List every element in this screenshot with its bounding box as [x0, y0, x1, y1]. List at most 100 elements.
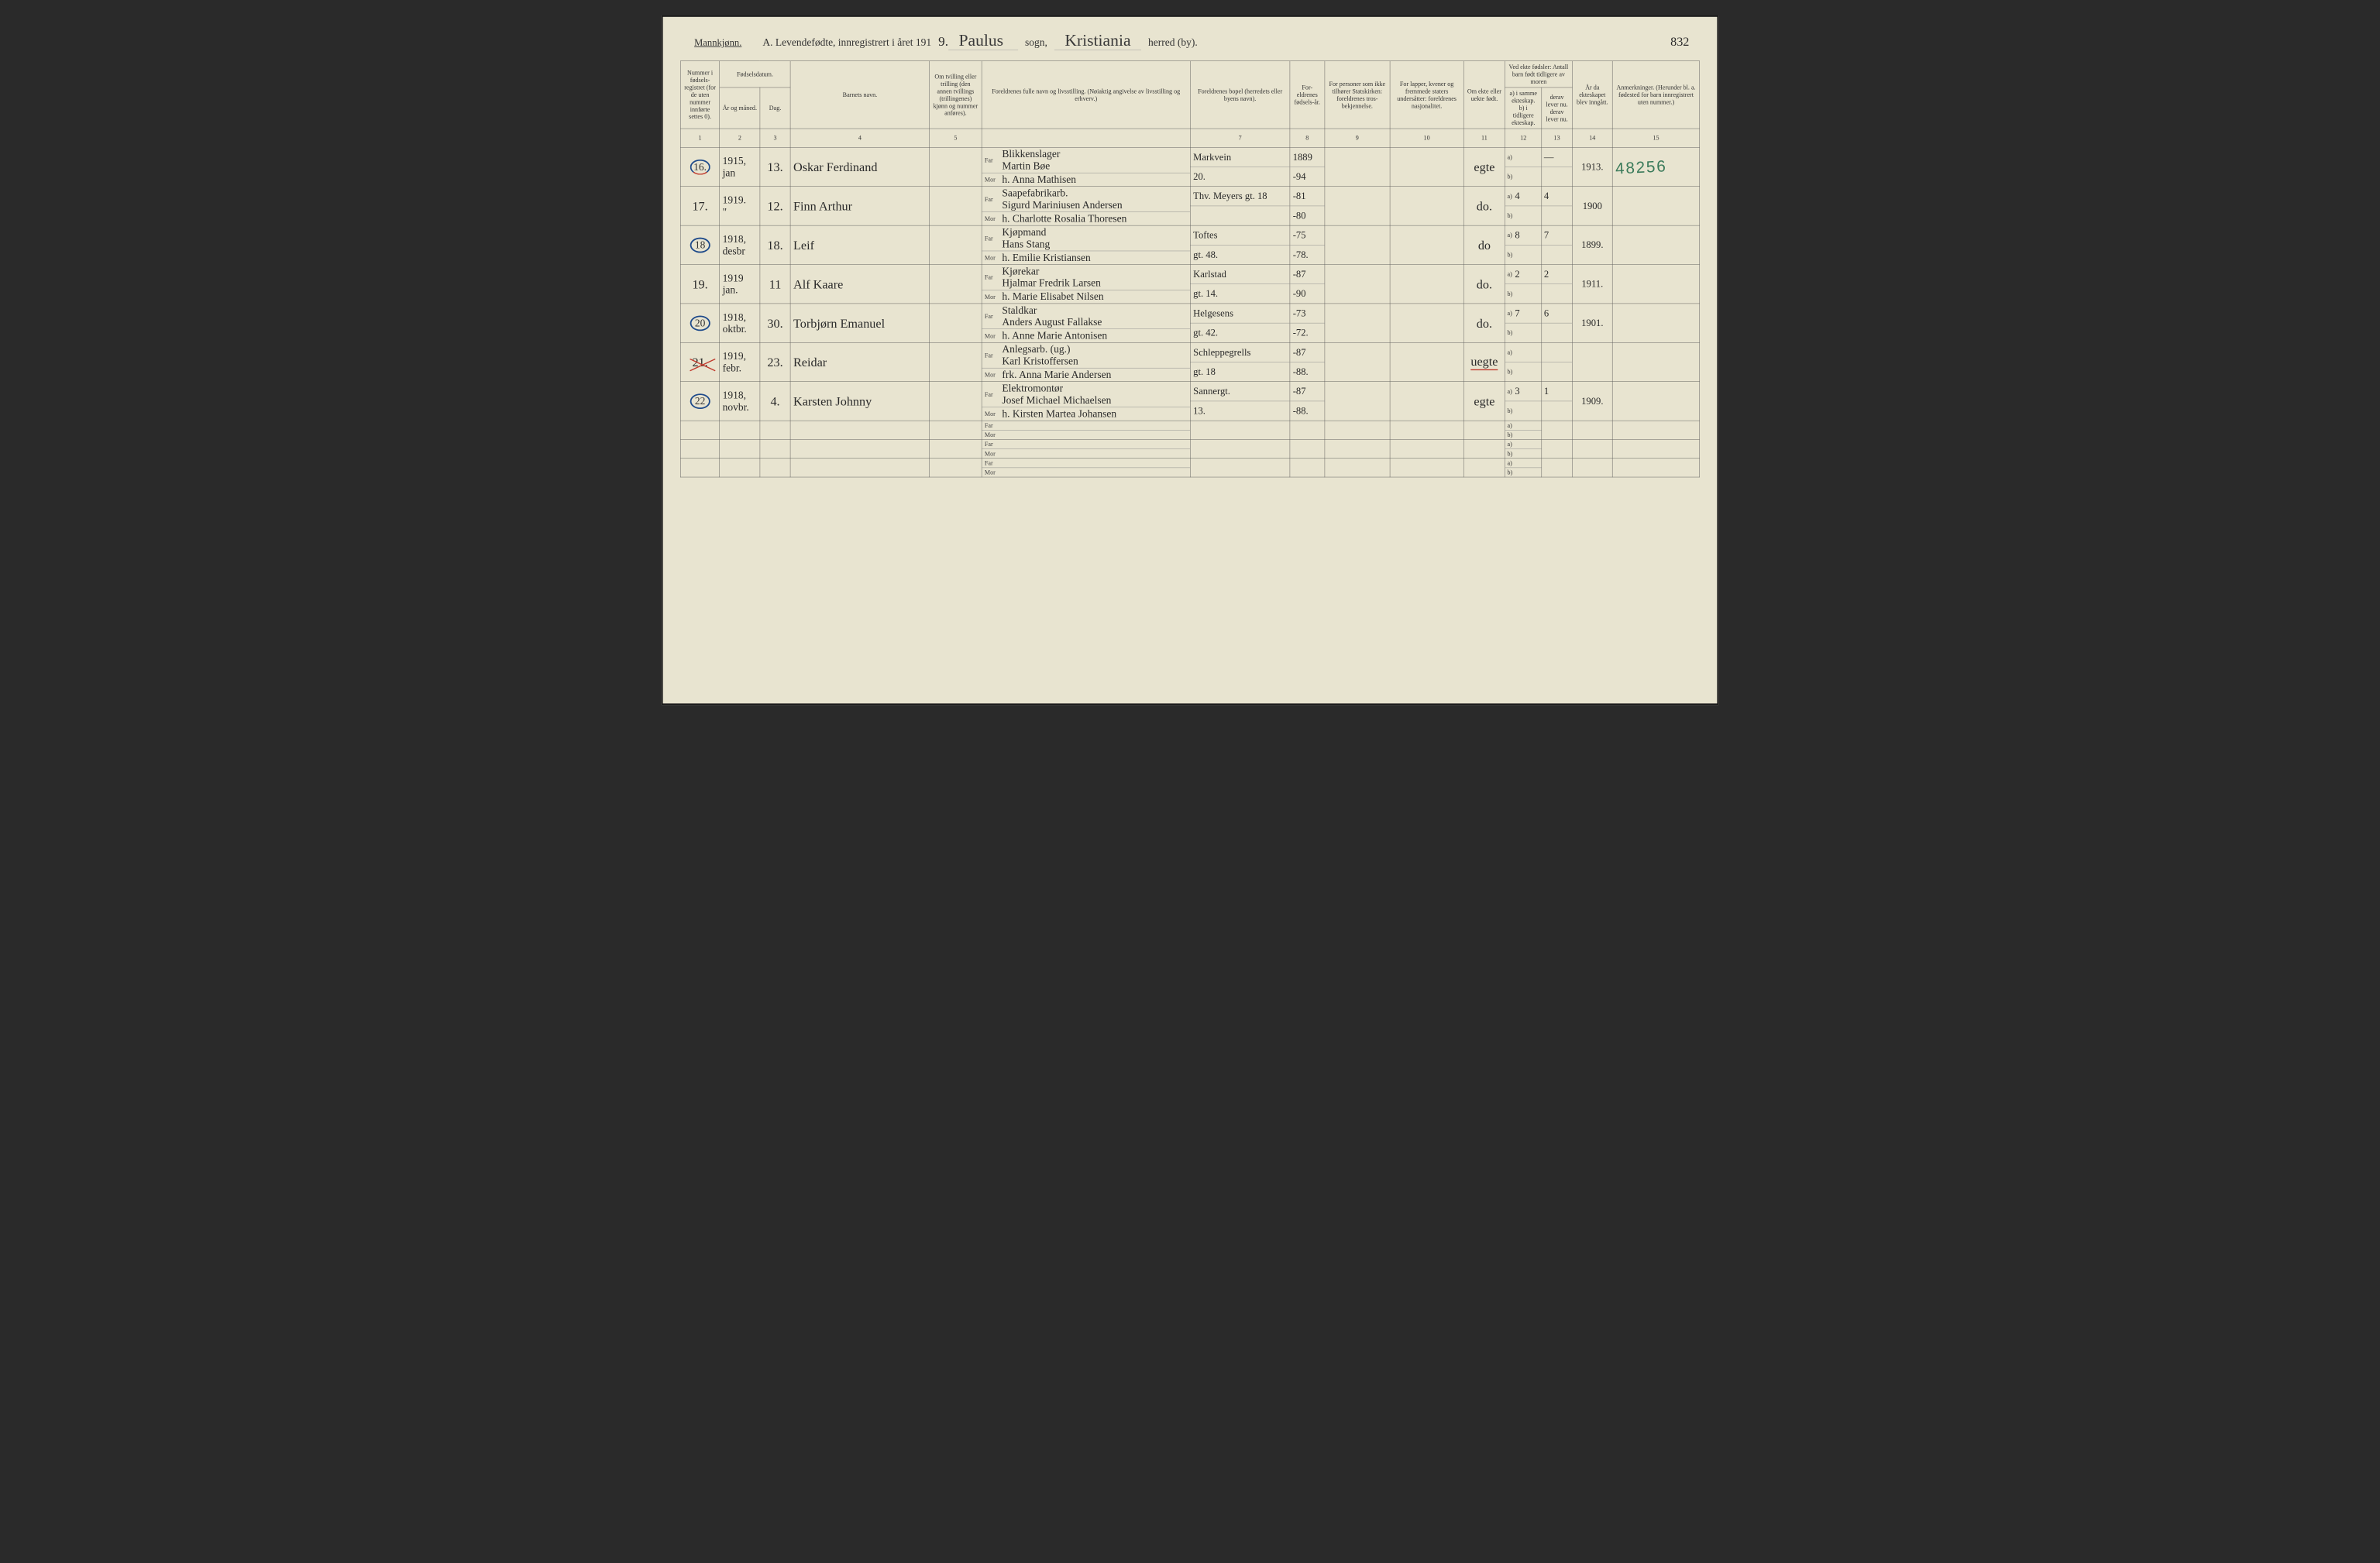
address: Karlstadgt. 14.: [1190, 265, 1290, 304]
prev-born: a)b): [1505, 439, 1542, 458]
col-4: Barnets navn.: [790, 61, 930, 129]
col-number: 3: [760, 129, 790, 147]
parent-years: -73-72.: [1290, 304, 1325, 342]
parents: FarSaapefabrikarb.Sigurd Mariniusen Ande…: [982, 187, 1190, 225]
prev-born: a)b): [1505, 421, 1542, 439]
col-5: Om tvilling eller trilling (den annen tv…: [930, 61, 982, 129]
day: 11: [760, 265, 790, 304]
row-number: 18: [680, 225, 719, 264]
col-9: For personer som ikke tilhører Statskirk…: [1325, 61, 1390, 129]
married-year: 1899.: [1572, 225, 1612, 264]
empty-cell: [1390, 421, 1463, 439]
parents: FarMor: [982, 421, 1190, 439]
empty-cell: [1290, 421, 1325, 439]
empty-cell: [720, 459, 760, 477]
child-name: Reidar: [790, 342, 930, 381]
child-name: Finn Arthur: [790, 187, 930, 225]
col-number: 4: [790, 129, 930, 147]
parents: FarKjørekarHjalmar Fredrik Larsen Morh. …: [982, 265, 1190, 304]
religion: [1325, 187, 1390, 225]
day: 30.: [760, 304, 790, 342]
twin: [930, 225, 982, 264]
district-label: herred (by).: [1148, 36, 1198, 48]
empty-cell: [1572, 459, 1612, 477]
col-number: 10: [1390, 129, 1463, 147]
notes: [1612, 265, 1699, 304]
parent-years: -87-88.: [1290, 342, 1325, 381]
day: 18.: [760, 225, 790, 264]
notes: [1612, 187, 1699, 225]
title-prefix: A. Levendefødte, innregistrert i året 19…: [762, 36, 931, 48]
empty-cell: [720, 439, 760, 458]
parents: FarElektromontørJosef Michael Michaelsen…: [982, 382, 1190, 421]
twin: [930, 187, 982, 225]
col-number: [982, 129, 1190, 147]
child-name: Leif: [790, 225, 930, 264]
table-row-empty: FarMor a)b): [680, 421, 1699, 439]
prev-born: a) b): [1505, 342, 1542, 381]
col-number: 2: [720, 129, 760, 147]
year-month: 1919.": [720, 187, 760, 225]
address: Schleppegrellsgt. 18: [1190, 342, 1290, 381]
prev-living: 2: [1542, 265, 1572, 304]
notes: [1612, 304, 1699, 342]
twin: [930, 304, 982, 342]
col-number: 7: [1190, 129, 1290, 147]
empty-cell: [1325, 421, 1390, 439]
empty-cell: [1325, 459, 1390, 477]
col-number: 9: [1325, 129, 1390, 147]
empty-cell: [1542, 439, 1572, 458]
parent-years: -75-78.: [1290, 225, 1325, 264]
empty-cell: [760, 459, 790, 477]
col-date-group: Fødselsdatum.: [720, 61, 790, 88]
empty-cell: [1390, 439, 1463, 458]
empty-cell: [1463, 421, 1505, 439]
empty-cell: [1463, 459, 1505, 477]
table-row-empty: FarMora)b): [680, 459, 1699, 477]
col-13: derav lever nu. derav lever nu.: [1542, 88, 1572, 129]
day: 23.: [760, 342, 790, 381]
address: Toftesgt. 48.: [1190, 225, 1290, 264]
notes: [1612, 382, 1699, 421]
parents: FarAnlegsarb. (ug.)Karl Kristoffersen Mo…: [982, 342, 1190, 381]
child-name: Oskar Ferdinand: [790, 147, 930, 186]
prev-living: [1542, 342, 1572, 381]
empty-cell: [930, 459, 982, 477]
year-month: 1918,desbr: [720, 225, 760, 264]
row-number: 21.: [680, 342, 719, 381]
col-15: Anmerkninger. (Herunder bl. a. fødested …: [1612, 61, 1699, 129]
row-number: 17.: [680, 187, 719, 225]
col-number: 12: [1505, 129, 1542, 147]
prev-living: 1: [1542, 382, 1572, 421]
col-3: Dag.: [760, 88, 790, 129]
row-number: 19.: [680, 265, 719, 304]
empty-cell: [1612, 421, 1699, 439]
empty-cell: [930, 439, 982, 458]
nationality: [1390, 187, 1463, 225]
year-month: 1915,jan: [720, 147, 760, 186]
prev-living: 7: [1542, 225, 1572, 264]
religion: [1325, 225, 1390, 264]
column-number-row: 12345789101112131415: [680, 129, 1699, 147]
nationality: [1390, 225, 1463, 264]
empty-cell: [680, 421, 719, 439]
empty-cell: [1290, 459, 1325, 477]
empty-cell: [1290, 439, 1325, 458]
table-row: 21.1919,febr.23.Reidar FarAnlegsarb. (ug…: [680, 342, 1699, 381]
prev-born: a)b): [1505, 459, 1542, 477]
day: 13.: [760, 147, 790, 186]
married-year: 1901.: [1572, 304, 1612, 342]
notes: [1612, 342, 1699, 381]
notes: [1612, 225, 1699, 264]
married-year: 1913.: [1572, 147, 1612, 186]
twin: [930, 265, 982, 304]
address: Thv. Meyers gt. 18: [1190, 187, 1290, 225]
table-row: 221918,novbr.4.Karsten Johnny FarElektro…: [680, 382, 1699, 421]
year-month: 1919,febr.: [720, 342, 760, 381]
nationality: [1390, 147, 1463, 186]
table-row: 19.1919jan.11Alf Kaare FarKjørekarHjalma…: [680, 265, 1699, 304]
child-name: Torbjørn Emanuel: [790, 304, 930, 342]
col-10: For lapper, kvener og fremmede staters u…: [1390, 61, 1463, 129]
table-header: Nummer i fødsels-registret (for de uten …: [680, 61, 1699, 148]
day: 4.: [760, 382, 790, 421]
